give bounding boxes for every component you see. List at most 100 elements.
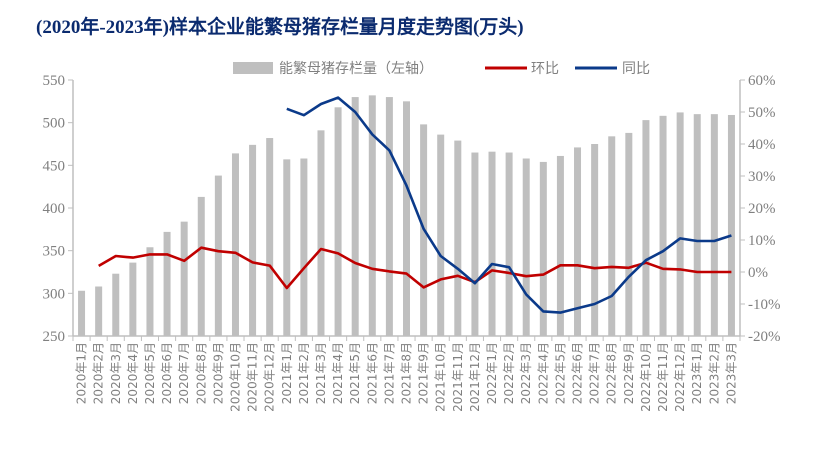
- bar: [163, 231, 171, 336]
- left-tick-label: 350: [43, 244, 66, 260]
- x-tick-label: 2021年2月: [297, 342, 311, 404]
- legend-label-bar: 能繁母猪存栏量（左轴）: [279, 61, 433, 77]
- x-tick-label: 2022年8月: [605, 342, 619, 404]
- x-tick-label: 2022年7月: [588, 342, 602, 404]
- right-tick-label: 10%: [748, 233, 776, 249]
- bar: [522, 158, 530, 336]
- x-tick-label: 2020年12月: [263, 342, 277, 412]
- x-tick-label: 2020年3月: [109, 342, 123, 404]
- right-tick-label: -10%: [748, 297, 781, 313]
- bar: [266, 138, 274, 336]
- bar: [317, 130, 325, 336]
- x-tick-label: 2020年5月: [143, 342, 157, 404]
- bar: [591, 144, 599, 336]
- left-tick-label: 250: [43, 329, 66, 345]
- mom-line: [98, 246, 732, 290]
- bar: [454, 140, 462, 336]
- left-tick-label: 550: [43, 73, 66, 89]
- x-tick-label: 2021年9月: [417, 342, 431, 404]
- x-tick-label: 2021年6月: [365, 342, 379, 404]
- x-tick-label: 2021年7月: [382, 342, 396, 404]
- bar: [180, 221, 188, 336]
- bar: [488, 151, 496, 336]
- bar: [556, 155, 564, 336]
- left-tick-label: 300: [43, 286, 66, 302]
- x-tick-label: 2023年1月: [690, 342, 704, 404]
- x-tick-label: 2021年11月: [451, 342, 465, 412]
- x-tick-label: 2020年1月: [75, 342, 89, 404]
- left-tick-label: 500: [43, 116, 66, 132]
- x-tick-label: 2023年2月: [707, 342, 721, 404]
- bar: [676, 112, 684, 336]
- bar: [368, 95, 376, 336]
- bar: [539, 161, 547, 336]
- bar: [351, 97, 359, 336]
- x-tick-label: 2020年2月: [92, 342, 106, 404]
- bar: [693, 114, 701, 336]
- x-tick-label: 2022年6月: [571, 342, 585, 404]
- x-tick-label: 2022年10月: [639, 342, 653, 412]
- bar: [249, 144, 257, 336]
- bar: [112, 273, 120, 336]
- bar: [146, 247, 154, 336]
- bar: [437, 134, 445, 336]
- x-tick-label: 2023年3月: [724, 342, 738, 404]
- right-tick-label: 40%: [748, 137, 776, 153]
- bar: [129, 262, 137, 336]
- bar: [214, 175, 222, 336]
- x-tick-label: 2022年1月: [485, 342, 499, 404]
- x-tick-label: 2020年9月: [211, 342, 225, 404]
- x-tick-label: 2022年2月: [502, 342, 516, 404]
- x-tick-label: 2021年12月: [468, 342, 482, 412]
- x-tick-label: 2022年4月: [536, 342, 550, 404]
- chart-title: (2020年-2023年)样本企业能繁母猪存栏量月度走势图(万头): [36, 17, 524, 38]
- bar: [197, 196, 205, 336]
- x-tick-label: 2022年11月: [656, 342, 670, 412]
- bar: [300, 158, 308, 336]
- x-tick-label: 2020年10月: [228, 342, 242, 412]
- x-tick-label: 2021年5月: [348, 342, 362, 404]
- right-tick-label: 20%: [748, 201, 776, 217]
- x-tick-label: 2020年6月: [160, 342, 174, 404]
- x-tick-label: 2020年7月: [177, 342, 191, 404]
- bar: [95, 286, 103, 336]
- bar: [471, 152, 479, 336]
- legend-swatch-bar: [233, 62, 273, 74]
- left-tick-label: 400: [43, 201, 66, 217]
- x-tick-label: 2022年3月: [519, 342, 533, 404]
- x-tick-label: 2020年4月: [126, 342, 140, 404]
- x-tick-label: 2021年8月: [400, 342, 414, 404]
- right-tick-label: -20%: [748, 329, 781, 345]
- x-tick-label: 2021年10月: [434, 342, 448, 412]
- bar: [334, 107, 342, 336]
- bar: [403, 101, 410, 336]
- legend-label-mom: 环比: [531, 61, 559, 77]
- right-tick-label: 50%: [748, 105, 776, 121]
- bar: [608, 136, 616, 336]
- right-tick-label: 0%: [748, 265, 768, 281]
- left-tick-label: 450: [43, 158, 66, 174]
- x-tick-label: 2021年1月: [280, 342, 294, 404]
- bar: [78, 290, 86, 336]
- x-tick-label: 2020年11月: [246, 342, 260, 412]
- x-tick-label: 2022年12月: [673, 342, 687, 412]
- right-tick-label: 60%: [748, 73, 776, 89]
- bar: [727, 114, 735, 336]
- bar: [231, 153, 239, 336]
- bar: [659, 115, 667, 336]
- bar: [283, 159, 291, 336]
- x-tick-label: 2022年9月: [622, 342, 636, 404]
- legend-label-yoy: 同比: [622, 61, 650, 77]
- x-tick-label: 2020年8月: [194, 342, 208, 404]
- bar: [625, 132, 633, 336]
- bar: [642, 120, 650, 337]
- right-tick-label: 30%: [748, 169, 776, 185]
- bar: [505, 152, 513, 336]
- x-tick-label: 2022年5月: [553, 342, 567, 404]
- x-tick-label: 2021年4月: [331, 342, 345, 404]
- bar: [710, 114, 718, 336]
- x-tick-label: 2021年3月: [314, 342, 328, 404]
- bar: [385, 97, 393, 336]
- bar: [574, 147, 582, 336]
